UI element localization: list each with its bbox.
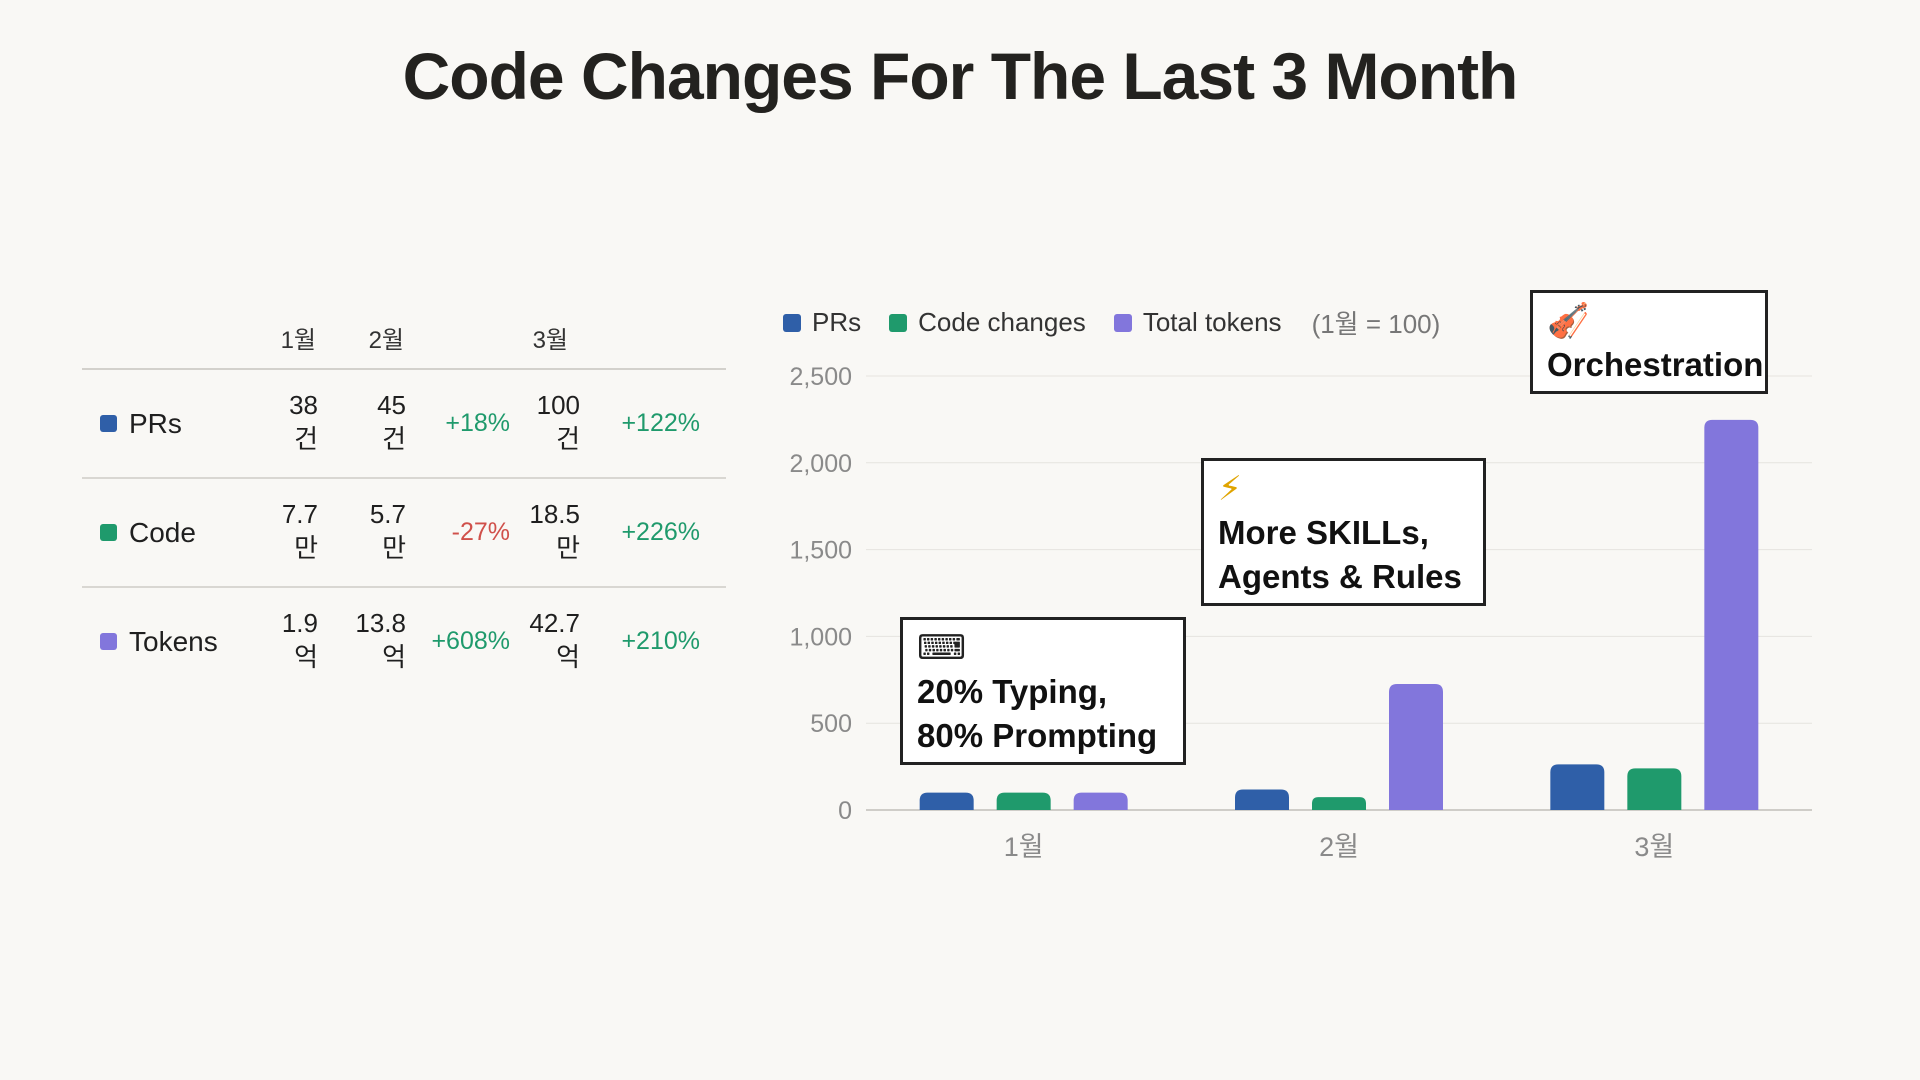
bar-prs-3 [1550, 764, 1605, 810]
bar-code-changes-1 [996, 792, 1051, 810]
value-unit: 만 [556, 533, 580, 563]
value-number: 38 [289, 390, 318, 420]
table-row: Code 7.7 만 5.7 만 -27% 18.5 만 +226% [82, 479, 726, 588]
callout-skills: ⚡ More SKILLs, Agents & Rules [1201, 458, 1486, 606]
value-unit: 억 [382, 642, 406, 672]
legend-label: PRs [812, 307, 862, 337]
value-unit: 억 [294, 642, 318, 672]
legend-item: PRs [783, 307, 861, 338]
header-month-1: 1월 [280, 327, 316, 354]
value-number: 7.7 [281, 499, 318, 529]
table-row: Tokens 1.9 억 13.8 억 +608% 42.7 억 +210% [82, 588, 726, 695]
lightning-icon: ⚡ [1218, 470, 1242, 508]
row-label: Code [100, 479, 196, 586]
y-tick-label: 1,000 [789, 623, 852, 651]
bar-total-tokens-3 [1704, 419, 1759, 810]
month-3-value: 100 건 [510, 388, 580, 456]
table-header: 1월 2월 3월 [82, 306, 726, 370]
legend-swatch [783, 313, 801, 332]
month-3-change: +226% [621, 518, 700, 546]
chart-legend: PRs Code changes Total tokens (1월 = 100) [783, 304, 1440, 341]
value-unit: 만 [294, 533, 318, 563]
month-2-change: +18% [445, 409, 510, 437]
x-tick-label: 2월 [1319, 832, 1359, 862]
value-number: 5.7 [369, 499, 406, 529]
table-row: PRs 38 건 45 건 +18% 100 건 +122% [82, 370, 726, 479]
value-unit: 건 [556, 424, 580, 454]
month-3-value: 42.7 억 [510, 606, 580, 674]
value-unit: 억 [556, 642, 580, 672]
legend-label: Total tokens [1142, 307, 1282, 337]
month-3-change: +122% [621, 409, 700, 437]
month-1-value: 38 건 [262, 388, 318, 456]
legend-note: (1월 = 100) [1311, 309, 1441, 339]
row-label-text: PRs [129, 407, 182, 439]
row-label: PRs [100, 370, 182, 477]
value-number: 42.7 [529, 608, 580, 638]
month-2-value: 5.7 만 [338, 497, 406, 565]
month-2-change: +608% [431, 627, 510, 655]
y-tick-label: 2,000 [789, 450, 852, 478]
value-number: 18.5 [529, 499, 580, 529]
y-tick-label: 500 [810, 710, 852, 738]
month-1-value: 1.9 억 [262, 606, 318, 674]
page-title: Code Changes For The Last 3 Month [402, 39, 1519, 113]
violin-icon: 🎻 [1547, 302, 1590, 340]
keyboard-icon: ⌨ [917, 629, 967, 667]
callout-orchestration-text: Orchestration [1547, 346, 1764, 383]
stats-table: 1월 2월 3월 PRs 38 건 45 건 +18% 100 건 +122% Code 7.7 만 5… [82, 306, 726, 695]
bar-total-tokens-1 [1073, 792, 1128, 810]
row-color-swatch [100, 524, 117, 541]
month-2-value: 45 건 [338, 388, 406, 456]
callout-typing: ⌨ 20% Typing, 80% Prompting [900, 617, 1186, 765]
value-unit: 건 [294, 424, 318, 454]
month-3-change: +210% [621, 627, 700, 655]
legend-label: Code changes [918, 307, 1086, 337]
value-number: 45 [377, 390, 406, 420]
legend-item: Total tokens [1113, 307, 1282, 338]
bar-prs-1 [919, 792, 974, 810]
y-tick-label: 0 [838, 797, 852, 825]
callout-skills-text: More SKILLs, Agents & Rules [1218, 514, 1462, 595]
x-tick-label: 1월 [1004, 832, 1044, 862]
header-month-3: 3월 [532, 327, 568, 354]
month-2-change: -27% [451, 518, 510, 546]
row-color-swatch [100, 633, 117, 650]
value-number: 100 [536, 390, 580, 420]
bar-code-changes-3 [1627, 768, 1682, 810]
row-label-text: Code [129, 516, 196, 548]
header-month-2: 2월 [368, 327, 404, 354]
callout-orchestration: 🎻 Orchestration [1530, 290, 1768, 394]
row-color-swatch [100, 415, 117, 432]
month-2-value: 13.8 억 [338, 606, 406, 674]
x-tick-label: 3월 [1634, 832, 1674, 862]
legend-swatch [1113, 313, 1132, 332]
bar-code-changes-2 [1312, 797, 1366, 810]
y-tick-label: 2,500 [789, 363, 852, 391]
callout-typing-text: 20% Typing, 80% Prompting [917, 673, 1158, 754]
legend-swatch [889, 313, 908, 332]
value-unit: 만 [382, 533, 406, 563]
value-unit: 건 [382, 424, 406, 454]
month-3-value: 18.5 만 [510, 497, 580, 565]
row-label-text: Tokens [129, 625, 218, 657]
y-tick-label: 1,500 [789, 537, 852, 565]
bar-prs-2 [1235, 789, 1289, 810]
bar-total-tokens-2 [1389, 683, 1443, 810]
legend-item: Code changes [889, 307, 1086, 338]
value-number: 13.8 [355, 608, 406, 638]
value-number: 1.9 [281, 608, 318, 638]
month-1-value: 7.7 만 [262, 497, 318, 565]
row-label: Tokens [100, 588, 218, 695]
